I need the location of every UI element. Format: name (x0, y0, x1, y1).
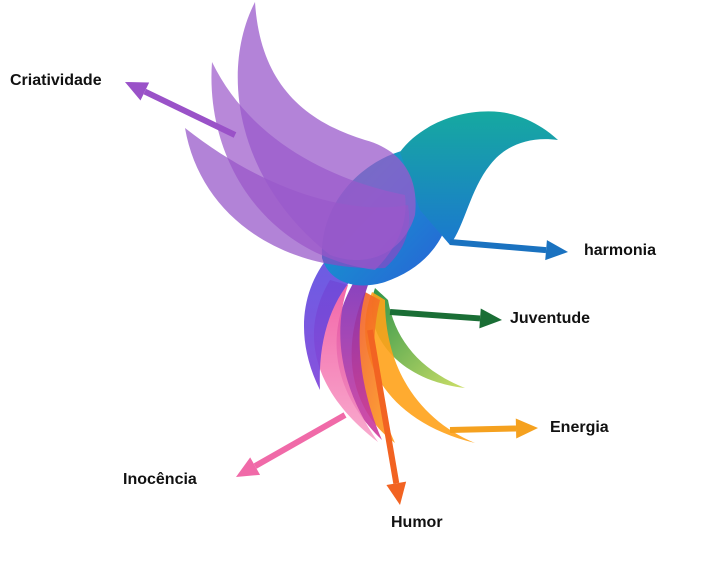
arrow-energia (449, 418, 538, 439)
tail-feather-orange (351, 292, 395, 443)
tail-feather-magenta (336, 280, 382, 440)
label-energia: Energia (550, 419, 609, 436)
wing-front (237, 2, 416, 261)
label-humor: Humor (391, 514, 443, 531)
tail-feather-violet (303, 255, 360, 390)
bird-neck (400, 111, 558, 245)
arrow-humor (367, 329, 407, 505)
label-inocencia: Inocência (123, 471, 197, 488)
label-criatividade: Criatividade (10, 72, 102, 89)
arrow-juventude (389, 308, 502, 329)
arrow-criatividade (125, 82, 237, 138)
arrows (125, 82, 568, 505)
arrow-inocencia (236, 412, 347, 477)
arrow-harmonia (449, 239, 568, 261)
tail-feather-pink (313, 280, 378, 442)
label-juventude: Juventude (510, 310, 591, 327)
label-harmonia: harmonia (584, 242, 657, 259)
